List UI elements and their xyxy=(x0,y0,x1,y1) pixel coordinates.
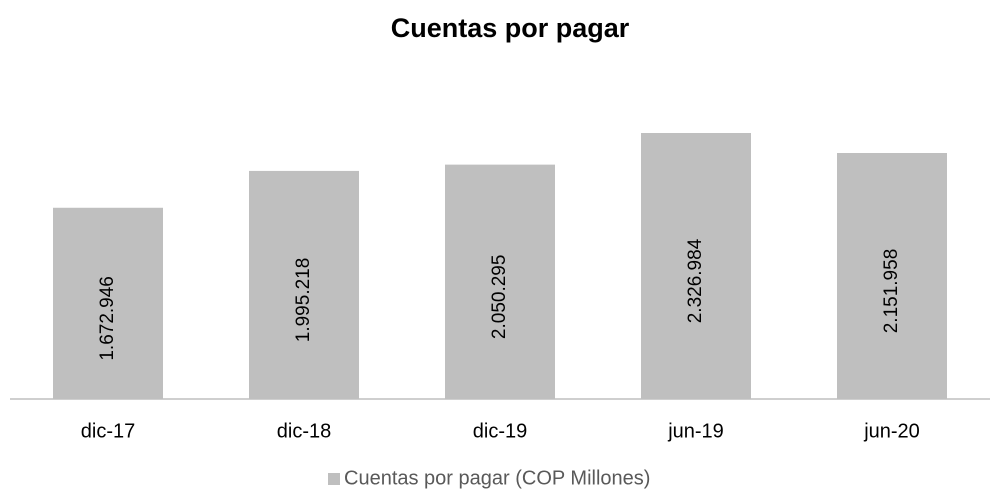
bar xyxy=(53,207,163,399)
x-tick-label: jun-19 xyxy=(667,420,724,442)
bar xyxy=(837,153,947,399)
bar xyxy=(641,133,751,399)
value-label: 1.995.218 xyxy=(293,258,314,343)
value-label: 2.050.295 xyxy=(489,255,510,340)
chart-title: Cuentas por pagar xyxy=(391,13,630,43)
bar xyxy=(445,164,555,399)
x-tick-label: dic-19 xyxy=(473,420,527,442)
x-tick-label: dic-18 xyxy=(277,420,331,442)
value-label: 2.326.984 xyxy=(685,238,706,323)
value-label: 1.672.946 xyxy=(97,276,118,361)
x-tick-label: jun-20 xyxy=(863,420,920,442)
x-tick-label: dic-17 xyxy=(81,420,135,442)
value-label: 2.151.958 xyxy=(881,249,902,334)
legend-label: Cuentas por pagar (COP Millones) xyxy=(344,467,650,489)
legend-swatch xyxy=(328,473,340,485)
bar xyxy=(249,170,359,399)
